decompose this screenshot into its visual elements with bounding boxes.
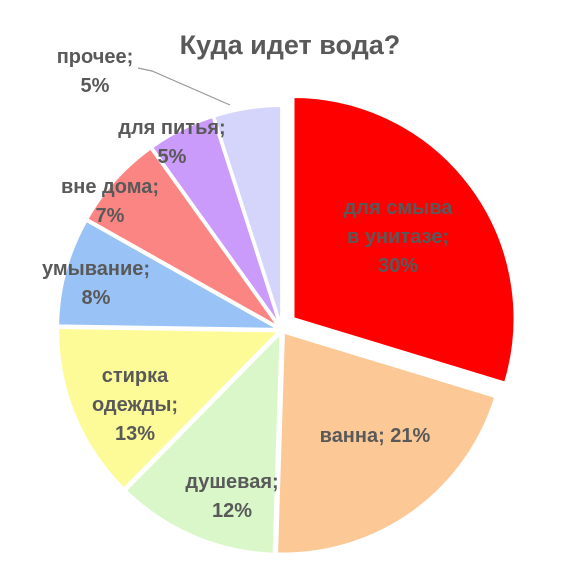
pie-slice-7 [211,104,284,328]
slice-label-line: умывание; [42,258,150,280]
slice-label-line: для смыва [344,197,454,219]
slice-label-line: для питья; [118,117,225,139]
slice-label-4: умывание; 8% [42,258,150,309]
slice-label-line: 13% [115,423,155,445]
pie-slice-2 [123,328,283,556]
slice-label-line: стирка [102,365,169,387]
slice-label-3: стирка одежды; 13% [92,365,178,445]
slice-label-2: душевая; 12% [185,471,278,522]
slice-label-line: 12% [212,500,252,522]
slice-label-line: 5% [158,146,187,168]
slice-label-line: 30% [378,255,418,277]
slice-label-0: для смыва в унитазе; 30% [344,197,454,277]
slice-label-line: 7% [96,205,125,227]
slice-label-line: душевая; [185,471,278,493]
slice-label-1: ванна; 21% [320,425,431,447]
slice-label-5: вне дома; 7% [61,176,159,227]
chart-title: Куда идет вода? [180,30,401,60]
slice-label-line: 5% [81,75,110,97]
pie-labels: для смыва в унитазе; 30% ванна; 21% душевая;… [42,46,453,522]
pie-slice-1 [275,330,498,556]
pie-slices [56,95,517,556]
pie-slice-0 [291,95,517,386]
slice-label-line: ванна; 21% [320,425,431,447]
slice-label-line: в унитазе; [347,226,449,248]
slice-label-line: прочее; [57,46,134,68]
slice-label-line: одежды; [92,394,178,416]
slice-label-7: прочее; 5% [57,46,134,97]
slice-label-line: вне дома; [61,176,159,198]
leader-line [137,67,231,106]
pie-slice-4 [56,218,281,331]
pie-slice-3 [56,325,284,492]
slice-label-6: для питья; 5% [118,117,225,168]
slice-label-line: 8% [82,287,111,309]
